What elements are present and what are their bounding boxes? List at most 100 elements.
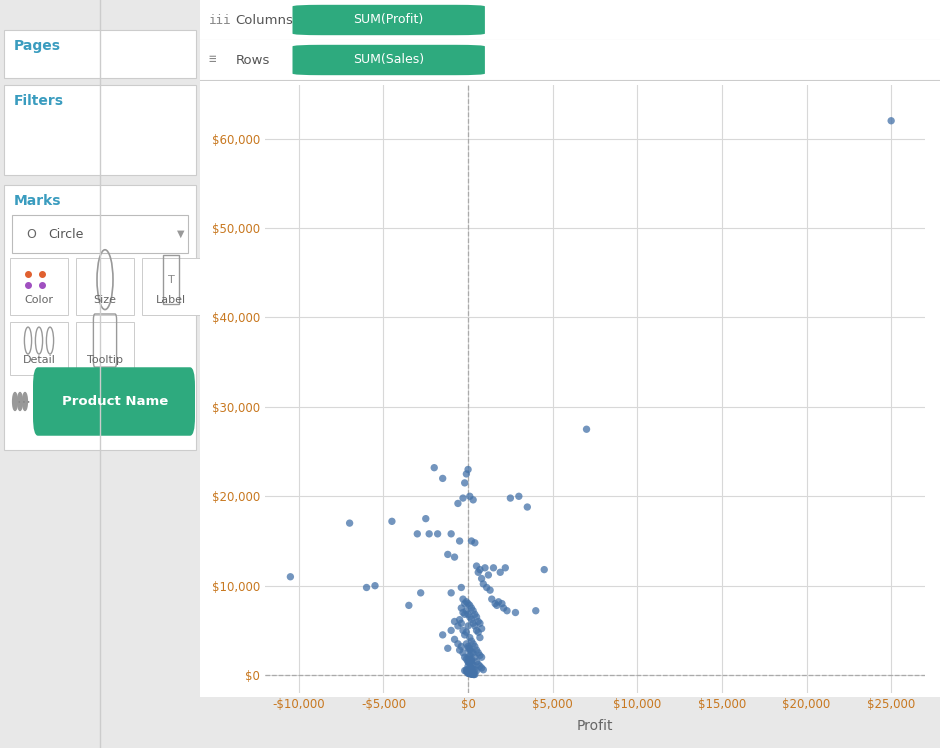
Point — [457, 652, 472, 663]
Point — [469, 560, 484, 572]
Point — [464, 668, 479, 680]
Point — [473, 617, 488, 629]
Point — [473, 564, 488, 576]
Text: Color: Color — [24, 295, 54, 304]
Text: Rows: Rows — [236, 54, 270, 67]
Point — [447, 616, 462, 628]
Text: T: T — [167, 275, 175, 285]
Point — [457, 665, 472, 677]
Point — [464, 653, 479, 665]
Point — [368, 580, 383, 592]
Point — [462, 643, 478, 654]
Point — [459, 596, 474, 608]
Point — [461, 660, 476, 672]
Point — [461, 643, 476, 654]
Point — [469, 665, 484, 677]
Point — [471, 658, 486, 670]
Text: ▼: ▼ — [177, 229, 184, 239]
Point — [493, 566, 508, 578]
Point — [461, 464, 476, 476]
Point — [464, 668, 479, 680]
Point — [465, 669, 480, 681]
Point — [435, 473, 450, 485]
Point — [461, 667, 476, 679]
Point — [474, 652, 489, 663]
Circle shape — [12, 393, 18, 411]
Point — [462, 665, 478, 677]
Point — [457, 598, 472, 610]
Point — [464, 654, 479, 666]
FancyBboxPatch shape — [292, 4, 485, 35]
Point — [450, 497, 465, 509]
Point — [465, 604, 480, 616]
Circle shape — [23, 393, 27, 411]
Point — [467, 537, 482, 549]
FancyBboxPatch shape — [292, 45, 485, 76]
Point — [467, 640, 482, 652]
Point — [444, 587, 459, 599]
Text: ≡: ≡ — [209, 54, 216, 67]
FancyBboxPatch shape — [4, 85, 196, 175]
FancyBboxPatch shape — [10, 322, 68, 375]
Point — [496, 602, 511, 614]
Point — [467, 663, 482, 675]
Point — [462, 631, 478, 643]
Point — [454, 581, 469, 593]
Point — [447, 634, 462, 646]
Point — [462, 653, 478, 665]
Point — [474, 622, 489, 634]
Point — [464, 613, 479, 625]
Point — [457, 629, 472, 641]
Point — [461, 656, 476, 668]
Point — [452, 644, 467, 656]
Point — [464, 602, 479, 614]
Point — [447, 551, 462, 563]
Text: Pages: Pages — [14, 39, 61, 53]
Text: Detail: Detail — [23, 355, 55, 366]
Point — [465, 617, 480, 629]
Point — [401, 599, 416, 611]
Point — [384, 515, 400, 527]
Point — [461, 598, 476, 610]
Text: Tooltip: Tooltip — [87, 355, 123, 366]
FancyBboxPatch shape — [76, 322, 134, 375]
FancyBboxPatch shape — [12, 215, 188, 253]
Point — [465, 647, 480, 659]
Point — [474, 572, 489, 584]
Point — [462, 667, 477, 679]
Point — [452, 613, 467, 625]
Point — [469, 611, 484, 623]
Point — [465, 663, 480, 675]
Point — [431, 528, 446, 540]
Point — [465, 658, 480, 670]
Point — [463, 668, 478, 680]
Point — [479, 581, 494, 593]
Text: Label: Label — [156, 295, 186, 304]
Point — [457, 608, 472, 620]
Y-axis label: Sales: Sales — [190, 370, 204, 408]
Point — [465, 638, 480, 650]
Text: SUM(Profit): SUM(Profit) — [353, 13, 424, 26]
Point — [462, 599, 478, 611]
Point — [471, 566, 486, 578]
FancyBboxPatch shape — [4, 185, 196, 450]
Point — [444, 625, 459, 637]
Point — [464, 646, 479, 657]
Point — [342, 517, 357, 529]
Point — [459, 663, 474, 675]
Point — [464, 657, 479, 669]
Point — [462, 490, 478, 502]
Point — [476, 663, 491, 675]
Point — [427, 462, 442, 473]
Point — [435, 629, 450, 641]
Text: SUM(Sales): SUM(Sales) — [353, 54, 424, 67]
Point — [456, 607, 471, 619]
Point — [452, 535, 467, 547]
Point — [499, 604, 514, 616]
X-axis label: Profit: Profit — [577, 719, 613, 733]
Point — [471, 616, 486, 628]
Point — [462, 661, 478, 673]
Text: Filters: Filters — [14, 94, 64, 108]
Point — [490, 599, 505, 611]
Point — [456, 593, 471, 605]
